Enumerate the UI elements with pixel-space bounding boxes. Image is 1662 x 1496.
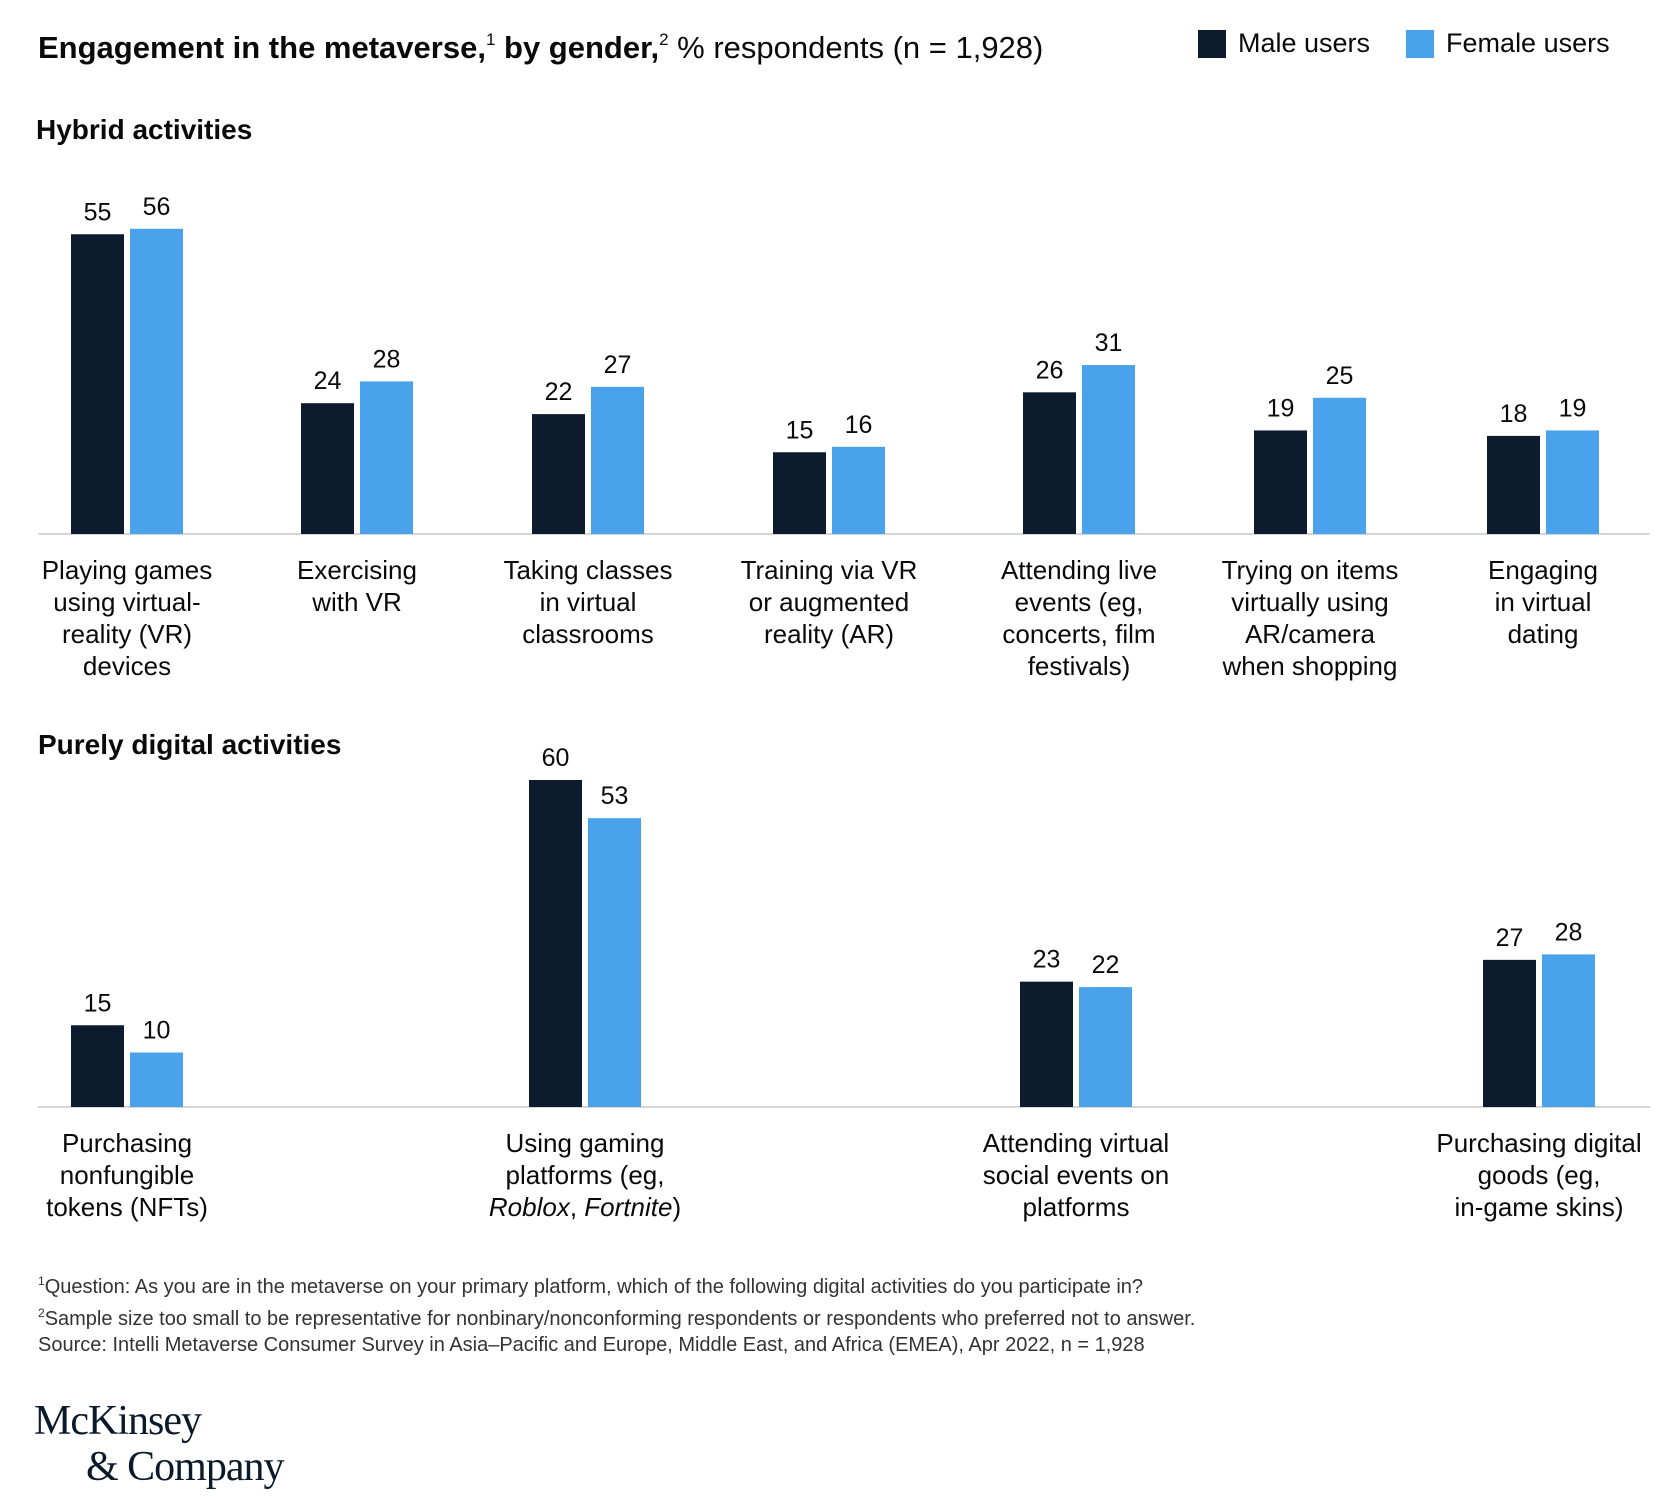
logo-line-2: & Company	[86, 1444, 284, 1490]
data-label-female-3: 28	[1555, 918, 1583, 946]
bar-female-5	[1313, 397, 1366, 534]
category-label-3: Purchasing digital goods (eg, in-game skin…	[1436, 1128, 1641, 1222]
section-title-hybrid: Hybrid activities	[36, 114, 253, 145]
section-title-digital: Purely digital activities	[38, 729, 342, 760]
data-label-male-2: 22	[545, 378, 573, 406]
title-footnote-2: 2	[659, 30, 669, 49]
source-note: Source: Intelli Metaverse Consumer Surve…	[38, 1334, 1145, 1356]
bar-female-6	[1546, 430, 1599, 534]
data-label-male-1: 24	[314, 367, 342, 395]
legend-item-male: Male users	[1198, 28, 1370, 59]
category-label-5: Trying on items virtually using AR/camera w…	[1222, 555, 1399, 681]
bar-female-1	[360, 381, 413, 534]
data-label-male-2: 23	[1033, 946, 1061, 974]
bar-male-0	[71, 1025, 124, 1107]
bar-male-1	[529, 780, 582, 1107]
bar-female-0	[130, 228, 183, 535]
bar-female-3	[832, 446, 885, 534]
legend-swatch-male	[1198, 29, 1226, 58]
category-label-0: Purchasing nonfungible tokens (NFTs)	[46, 1128, 208, 1222]
title-mid: by gender,	[495, 30, 660, 65]
category-label-1: Using gaming platforms (eg, Roblox, Fortni…	[489, 1128, 681, 1222]
data-label-male-6: 18	[1500, 400, 1528, 428]
category-label-0: Playing games using virtual-reality (VR) d…	[42, 555, 213, 681]
footnotes: 1Question: As you are in the metaverse o…	[38, 1268, 1195, 1358]
category-label-3: Training via VR or augmented reality (AR)	[741, 555, 918, 649]
logo-line-1: McKinsey	[34, 1398, 202, 1444]
bar-male-1	[301, 403, 354, 534]
chart-title: Engagement in the metaverse,1 by gender,…	[38, 30, 1043, 66]
bar-female-2	[591, 386, 644, 534]
bar-female-0	[130, 1052, 183, 1107]
data-label-male-0: 15	[84, 989, 112, 1017]
bar-male-2	[1020, 981, 1073, 1107]
footnote-1: 1Question: As you are in the metaverse o…	[38, 1274, 1144, 1298]
legend-label-male: Male users	[1238, 28, 1371, 58]
data-label-female-1: 28	[373, 345, 401, 373]
data-label-male-0: 55	[84, 198, 112, 226]
bar-female-1	[588, 818, 641, 1107]
data-label-female-6: 19	[1559, 394, 1587, 422]
category-label-1: Exercising with VR	[297, 555, 417, 617]
data-label-female-0: 56	[143, 193, 171, 221]
data-label-male-3: 27	[1496, 924, 1524, 952]
data-label-male-3: 15	[786, 416, 814, 444]
title-footnote-1: 1	[485, 30, 496, 49]
digital-activities-chart: 15 10 Purchasing nonfungible tokens (NFTs) 60…	[38, 744, 1650, 1222]
legend: Male users Female users	[1198, 28, 1646, 59]
category-label-2: Taking classes in virtual classrooms	[503, 555, 672, 649]
data-label-male-5: 19	[1267, 394, 1295, 422]
bar-male-3	[773, 452, 826, 534]
category-label-2: Attending virtual social events on platfor…	[983, 1128, 1169, 1222]
data-label-female-0: 10	[143, 1017, 171, 1045]
title-main: Engagement in the metaverse,	[38, 30, 486, 65]
title-subtitle: % respondents (n = 1,928)	[668, 30, 1044, 65]
data-label-female-3: 16	[845, 411, 873, 439]
footnote-2: 2Sample size too small to be representat…	[38, 1306, 1196, 1330]
data-label-female-2: 27	[604, 351, 632, 379]
bar-male-6	[1487, 435, 1540, 534]
data-label-female-5: 25	[1326, 362, 1354, 390]
data-label-male-1: 60	[542, 744, 570, 772]
bar-female-3	[1542, 954, 1595, 1107]
data-label-female-4: 31	[1095, 329, 1123, 357]
bar-female-4	[1082, 365, 1135, 534]
mckinsey-logo: McKinsey & Company	[34, 1398, 284, 1490]
category-label-6: Engaging in virtual dating	[1488, 555, 1598, 649]
bar-male-3	[1483, 959, 1536, 1107]
data-label-female-1: 53	[601, 782, 629, 810]
bar-male-2	[532, 414, 585, 534]
category-label-4: Attending live events (eg, concerts, film f…	[1001, 555, 1157, 681]
legend-label-female: Female users	[1446, 28, 1610, 58]
bar-male-0	[71, 234, 124, 534]
bar-male-5	[1254, 430, 1307, 534]
hybrid-activities-chart: 55 56 Playing games using virtual-reality (…	[38, 193, 1650, 681]
data-label-female-2: 22	[1092, 951, 1120, 979]
bar-female-2	[1079, 987, 1132, 1107]
data-label-male-4: 26	[1036, 356, 1064, 384]
bar-male-4	[1023, 392, 1076, 534]
legend-item-female: Female users	[1406, 28, 1610, 59]
legend-swatch-female	[1406, 29, 1435, 58]
